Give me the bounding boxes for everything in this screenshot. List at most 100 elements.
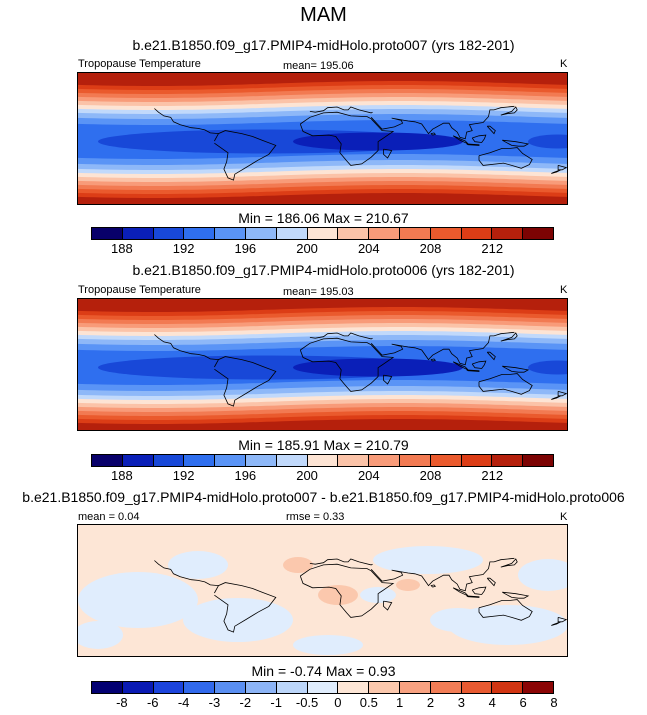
colorbar-tick-label: 204 xyxy=(357,468,380,483)
colorbar-swatch xyxy=(523,682,553,693)
panel-3-map-svg xyxy=(78,525,567,656)
colorbar-swatch xyxy=(461,682,493,693)
colorbar-swatch xyxy=(492,455,524,466)
colorbar-swatch xyxy=(369,228,400,239)
contour-blob xyxy=(318,585,358,605)
colorbar-tick-label: -1 xyxy=(270,695,282,710)
colorbar-swatch xyxy=(184,455,216,466)
coastline xyxy=(551,169,561,174)
coastline xyxy=(478,147,533,169)
colorbar-tick-label: -6 xyxy=(146,695,159,710)
colorbar-swatch xyxy=(492,228,524,239)
contour-blob xyxy=(168,551,228,579)
colorbar-tick-label: -0.5 xyxy=(295,695,319,710)
coastline xyxy=(430,132,437,136)
coastline xyxy=(154,108,219,134)
coastline xyxy=(309,332,373,340)
coastline xyxy=(478,373,533,395)
panel-2-coastlines xyxy=(154,331,567,407)
coastline xyxy=(214,582,277,633)
contour-blob xyxy=(518,559,567,591)
coastline xyxy=(370,331,515,366)
panel-3-minmax: Min = -0.74 Max = 0.93 xyxy=(251,663,396,679)
colorbar-swatch xyxy=(430,228,462,239)
panel-3-map xyxy=(77,524,568,657)
panel-2-map xyxy=(77,298,568,431)
colorbar-tick-label: 3 xyxy=(457,695,466,710)
colorbar-tick-label: 4 xyxy=(488,695,496,710)
colorbar-swatch xyxy=(153,228,185,239)
panel-1-map xyxy=(77,72,568,205)
panel-1-variable-label: Tropopause Temperature xyxy=(78,58,201,70)
colorbar-swatch xyxy=(338,228,370,239)
coastline xyxy=(471,360,487,369)
colorbar-tick-label: 208 xyxy=(419,241,442,256)
colorbar-tick-label: 192 xyxy=(172,468,195,483)
coastline xyxy=(154,334,219,360)
colorbar-swatch xyxy=(461,228,493,239)
colorbar-tick-label: 212 xyxy=(481,468,504,483)
colorbar-tick-label: -2 xyxy=(239,695,252,710)
coastline xyxy=(486,351,496,361)
contour-blob xyxy=(78,572,198,628)
panel-3-rmse-label: rmse = 0.33 xyxy=(286,511,345,523)
contour-blob xyxy=(293,635,363,655)
panel-2-units-label: K xyxy=(560,284,568,296)
panel-3-contour-fill xyxy=(78,525,567,656)
contour-blob xyxy=(283,557,313,573)
colorbar-swatch xyxy=(369,682,400,693)
coastline xyxy=(502,591,530,599)
colorbar-swatch xyxy=(523,228,553,239)
colorbar-tick-label: 2 xyxy=(426,695,435,710)
colorbar-swatch xyxy=(184,682,216,693)
coastline xyxy=(299,111,395,166)
panel-3-title: b.e21.B1850.f09_g17.PMIP4-midHolo.proto0… xyxy=(22,489,625,505)
colorbar-swatch xyxy=(399,455,431,466)
coastline xyxy=(299,337,395,392)
coastline xyxy=(383,148,393,159)
coastline xyxy=(502,139,530,147)
colorbar-swatch xyxy=(122,228,154,239)
colorbar-tick-label: 212 xyxy=(481,241,504,256)
coastline xyxy=(471,586,487,595)
colorbar-swatch xyxy=(276,455,308,466)
panel-2-colorbar-ticks: 188 192 196 200 204 208 212 xyxy=(0,468,647,486)
colorbar-swatch xyxy=(245,682,277,693)
panel-3-mean-label: mean = 0.04 xyxy=(78,511,140,523)
contour-blob xyxy=(430,608,486,632)
contour-blob xyxy=(373,546,483,574)
colorbar-swatch xyxy=(92,682,123,693)
coastline xyxy=(309,558,373,566)
panel-3-coastlines xyxy=(154,557,567,633)
panel-3-units-label: K xyxy=(560,511,568,523)
coastline xyxy=(471,134,487,143)
coastline xyxy=(370,105,515,140)
panel-1-contour-fill xyxy=(78,73,567,204)
panel-2-title: b.e21.B1850.f09_g17.PMIP4-midHolo.proto0… xyxy=(132,262,515,278)
colorbar-swatch xyxy=(399,682,431,693)
panel-1-map-svg xyxy=(78,73,567,204)
coastline xyxy=(370,557,515,592)
colorbar-swatch xyxy=(184,228,216,239)
colorbar-swatch xyxy=(338,682,370,693)
coastline xyxy=(557,165,567,171)
colorbar-tick-label: -3 xyxy=(208,695,221,710)
colorbar-swatch xyxy=(92,228,123,239)
colorbar-swatch xyxy=(92,455,123,466)
colorbar-tick-label: 200 xyxy=(296,241,318,256)
colorbar-tick-label: -4 xyxy=(177,695,190,710)
contour-blob xyxy=(78,621,123,649)
coastline xyxy=(500,106,518,116)
panel-2-mean-label: mean= 195.03 xyxy=(283,286,354,298)
colorbar-swatch xyxy=(122,455,154,466)
colorbar-swatch xyxy=(399,228,431,239)
colorbar-swatch xyxy=(122,682,154,693)
colorbar-tick-label: 6 xyxy=(519,695,527,710)
coastline xyxy=(309,106,373,114)
coastline xyxy=(478,599,533,621)
coastline xyxy=(551,395,561,400)
colorbar-swatch xyxy=(245,455,277,466)
colorbar-swatch xyxy=(307,455,339,466)
panel-1-units-label: K xyxy=(560,58,568,70)
colorbar-swatch xyxy=(215,228,246,239)
